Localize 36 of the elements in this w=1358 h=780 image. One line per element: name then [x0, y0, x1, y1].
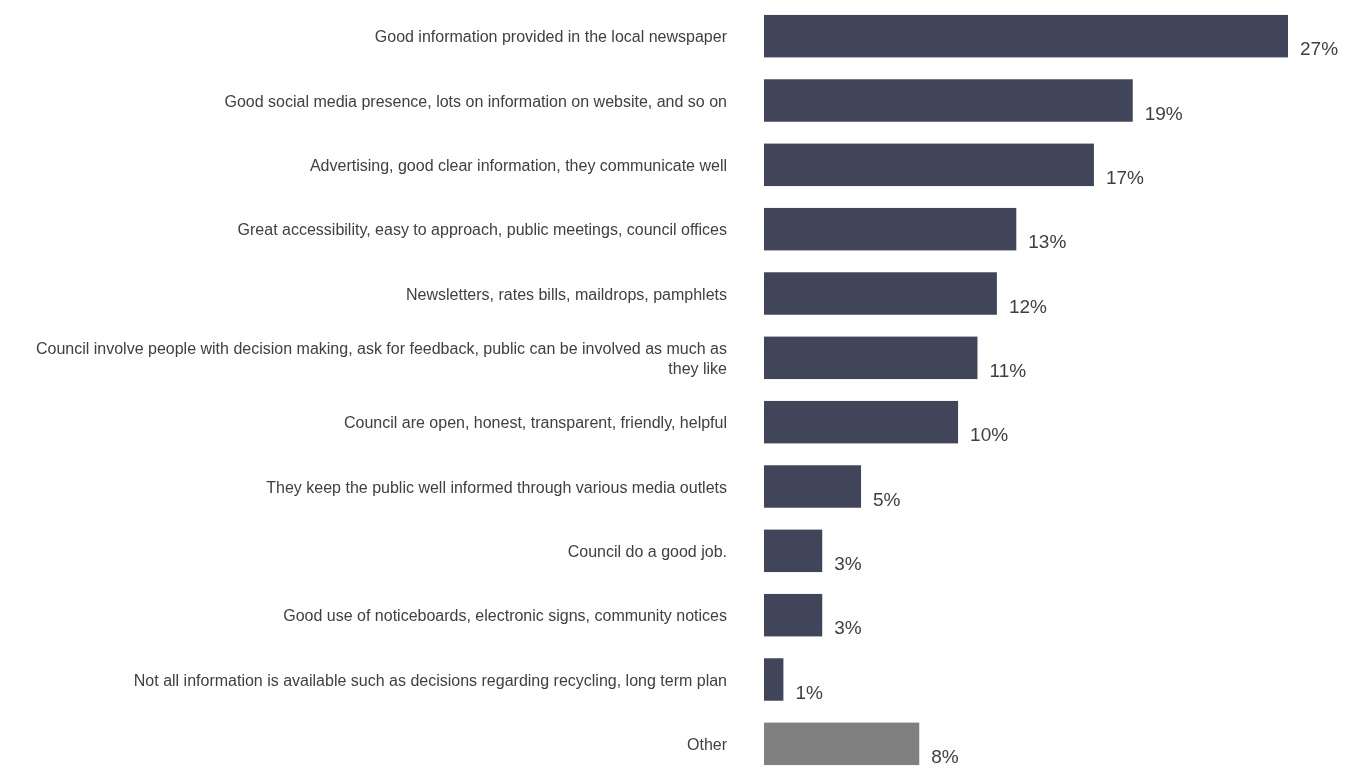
- bar: [764, 207, 1017, 251]
- data-label: 13%: [1028, 231, 1067, 253]
- y-tick-label: Great accessibility, easy to approach, public meetings, council offices: [237, 220, 727, 238]
- bar: [764, 336, 978, 380]
- data-label: 11%: [989, 360, 1027, 382]
- data-label: 3%: [834, 553, 862, 575]
- data-label: 8%: [931, 746, 959, 768]
- y-tick-label: Good use of noticeboards, electronic signs, community notices: [283, 606, 727, 624]
- y-tick-label: Advertising, good clear information, they communicate well: [309, 156, 727, 174]
- data-label: 12%: [1008, 295, 1048, 317]
- bar: [764, 529, 823, 573]
- data-label: 10%: [970, 424, 1009, 446]
- y-tick-label: Good information provided in the local newspaper: [374, 27, 728, 45]
- bar: [764, 593, 823, 637]
- data-label: 3%: [834, 617, 862, 639]
- y-tick-label: Good social media presence, lots on information on website, and so on: [224, 92, 727, 109]
- bar: [764, 79, 1133, 122]
- y-tick-label: Council are open, honest, transparent, friendly, helpful: [343, 413, 727, 431]
- y-tick-label: They keep the public well informed through various media outlets: [266, 478, 727, 495]
- data-label: 17%: [1105, 167, 1145, 189]
- data-label: 19%: [1144, 102, 1183, 124]
- bar: [764, 658, 784, 701]
- data-label: 1%: [795, 681, 823, 703]
- y-tick-label: Council do a good job.: [567, 542, 727, 560]
- y-tick-label: Council involve people with decision making, ask for feedback, public can be involved as much as they like: [35, 339, 728, 377]
- bar: [764, 143, 1094, 187]
- bar: [764, 400, 959, 444]
- y-tick-label: Not all information is available such as decisions regarding recycling, long term plan: [133, 671, 727, 688]
- bar: [764, 272, 997, 315]
- y-tick-label: Newsletters, rates bills, maildrops, pamphlets: [405, 285, 727, 302]
- data-label: 5%: [873, 488, 901, 510]
- bar: [764, 14, 1288, 58]
- data-label: 27%: [1300, 38, 1339, 60]
- bar: [764, 465, 862, 508]
- y-tick-label: Other: [686, 735, 728, 753]
- bar: [764, 722, 920, 766]
